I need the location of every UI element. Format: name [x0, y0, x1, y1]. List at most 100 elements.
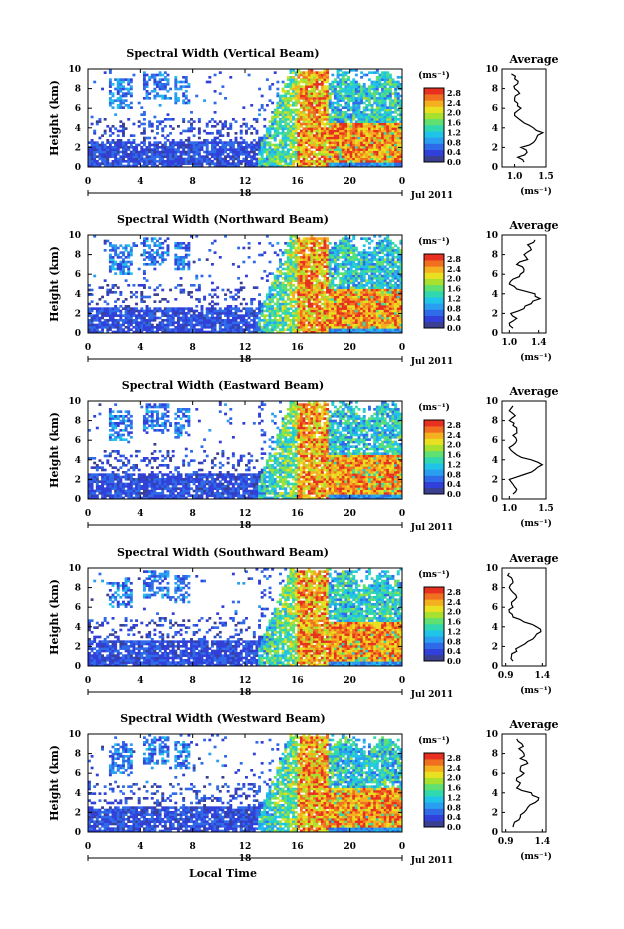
heatmap-cell [109, 289, 112, 292]
heatmap-cell [334, 270, 337, 273]
heatmap-cell [206, 158, 209, 161]
heatmap-cell [237, 148, 240, 151]
heatmap-cell [216, 317, 219, 320]
heatmap-cell [143, 312, 146, 315]
heatmap-cell [316, 314, 319, 317]
heatmap-cell [394, 139, 397, 142]
heatmap-cell [310, 134, 313, 137]
heatmap-cell [305, 118, 308, 121]
heatmap-cell [300, 261, 303, 264]
heatmap-cell [289, 85, 292, 88]
heatmap-cell [167, 317, 170, 320]
heatmap-cell [365, 118, 368, 121]
heatmap-cell [329, 139, 332, 142]
heatmap-cell [109, 151, 112, 154]
heatmap-cell [389, 106, 392, 109]
heatmap-cell [334, 314, 337, 317]
heatmap-cell [344, 90, 347, 93]
heatmap-cell [135, 146, 138, 149]
heatmap-cell [321, 268, 324, 271]
heatmap-cell [308, 237, 311, 240]
heatmap-cell [227, 132, 230, 135]
heatmap-cell [122, 319, 125, 322]
heatmap-cell [127, 104, 130, 107]
heatmap-cell [381, 141, 384, 144]
heatmap-cell [161, 146, 164, 149]
heatmap-cell [114, 247, 117, 250]
heatmap-cell [381, 92, 384, 95]
heatmap-cell [358, 106, 361, 109]
colorbar-swatch [424, 131, 444, 137]
heatmap-cell [245, 146, 248, 149]
heatmap-cell [112, 102, 115, 105]
heatmap-cell [284, 104, 287, 107]
heatmap-cell [321, 286, 324, 289]
heatmap-cell [313, 307, 316, 310]
heatmap-cell [284, 307, 287, 310]
heatmap-cell [308, 74, 311, 77]
heatmap-cell [297, 132, 300, 135]
heatmap-cell [167, 160, 170, 163]
heatmap-cell [318, 310, 321, 313]
heatmap-cell [305, 130, 308, 133]
heatmap-cell [282, 137, 285, 140]
heatmap-cell [324, 71, 327, 74]
heatmap-cell [153, 263, 156, 266]
heatmap-cell [167, 328, 170, 331]
heatmap-cell [185, 81, 188, 84]
heatmap-cell [96, 326, 99, 329]
heatmap-cell [263, 158, 266, 161]
heatmap-cell [143, 272, 146, 275]
heatmap-cell [271, 158, 274, 161]
heatmap-cell [187, 83, 190, 86]
heatmap-cell [316, 282, 319, 285]
heatmap-cell [266, 279, 269, 282]
heatmap-cell [112, 125, 115, 128]
heatmap-cell [151, 144, 154, 147]
heatmap-cell [112, 160, 115, 163]
heatmap-cell [229, 141, 232, 144]
heatmap-cell [339, 151, 342, 154]
heatmap-cell [242, 123, 245, 126]
heatmap-cell [276, 314, 279, 317]
heatmap-cell [143, 328, 146, 331]
heatmap-cell [376, 83, 379, 86]
heatmap-cell [117, 265, 120, 268]
heatmap-cell [276, 81, 279, 84]
heatmap-cell [232, 317, 235, 320]
heatmap-cell [112, 92, 115, 95]
heatmap-cell [389, 151, 392, 154]
heatmap-cell [258, 300, 261, 303]
heatmap-cell [324, 270, 327, 273]
heatmap-cell [151, 263, 154, 266]
heatmap-cell [143, 111, 146, 114]
heatmap-cell [373, 130, 376, 133]
heatmap-cell [326, 130, 329, 133]
heatmap-cell [360, 160, 363, 163]
heatmap-cell [167, 321, 170, 324]
heatmap-cell [240, 310, 243, 313]
heatmap-cell [344, 275, 347, 278]
heatmap-cell [114, 272, 117, 275]
heatmap-cell [373, 118, 376, 121]
heatmap-cell [127, 319, 130, 322]
heatmap-cell [287, 298, 290, 301]
heatmap-cell [216, 303, 219, 306]
heatmap-cell [104, 319, 107, 322]
heatmap-cell [355, 120, 358, 123]
heatmap-cell [371, 71, 374, 74]
heatmap-cell [373, 90, 376, 93]
heatmap-cell [156, 244, 159, 247]
heatmap-cell [119, 106, 122, 109]
heatmap-cell [151, 162, 154, 165]
heatmap-cell [313, 144, 316, 147]
heatmap-cell [365, 130, 368, 133]
heatmap-cell [342, 95, 345, 98]
heatmap-cell [125, 155, 128, 158]
heatmap-cell [279, 249, 282, 252]
heatmap-cell [318, 312, 321, 315]
heatmap-cell [376, 118, 379, 121]
heatmap-cell [331, 317, 334, 320]
heatmap-cell [300, 300, 303, 303]
heatmap-cell [182, 261, 185, 264]
